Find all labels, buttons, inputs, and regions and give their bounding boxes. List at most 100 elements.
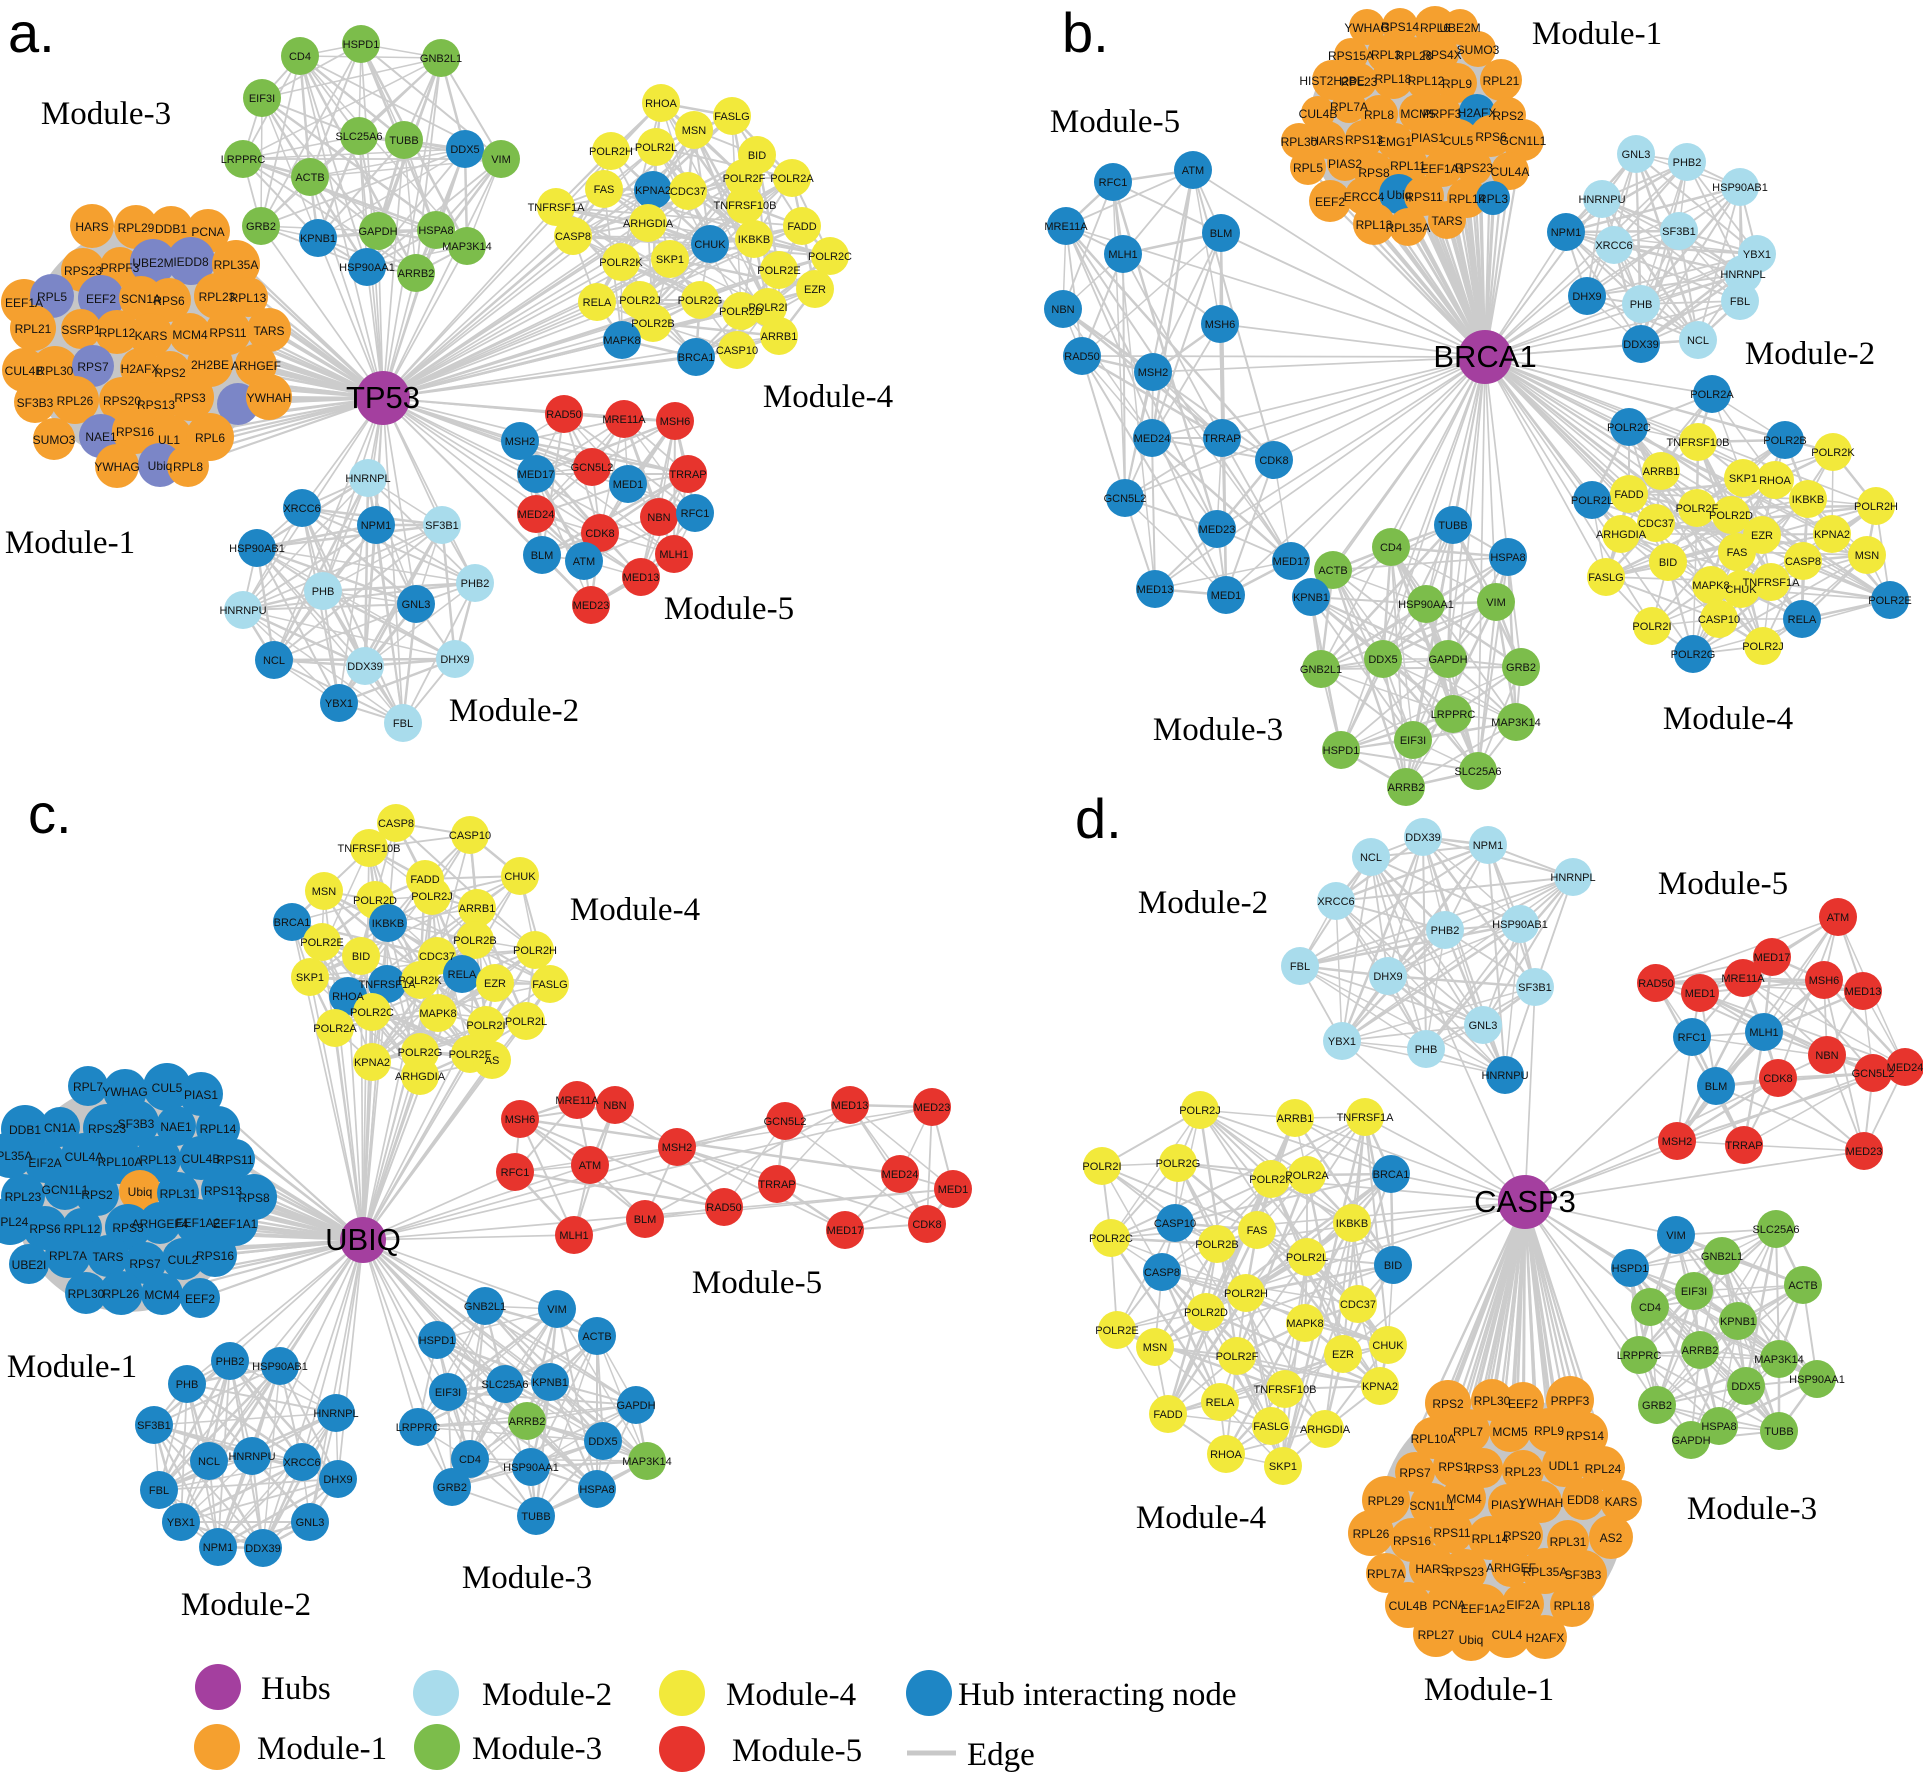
- svg-text:RPS2: RPS2: [1492, 109, 1524, 123]
- svg-text:EEF1A1: EEF1A1: [1421, 162, 1466, 176]
- svg-text:RPS16: RPS16: [196, 1249, 234, 1263]
- svg-text:RPL3: RPL3: [1371, 48, 1401, 62]
- svg-text:NCL: NCL: [1360, 852, 1382, 864]
- svg-text:TNFRSF1A: TNFRSF1A: [528, 202, 586, 214]
- svg-text:SCN1L1: SCN1L1: [1409, 1499, 1455, 1513]
- svg-text:MCM4: MCM4: [144, 1288, 180, 1302]
- svg-text:MAPK8: MAPK8: [1692, 580, 1729, 592]
- svg-text:CUL4B: CUL4B: [1299, 107, 1338, 121]
- svg-text:ACTB: ACTB: [1318, 565, 1347, 577]
- svg-text:MED17: MED17: [1754, 952, 1791, 964]
- svg-text:TUBB: TUBB: [521, 1511, 550, 1523]
- svg-text:RPL27: RPL27: [1418, 1628, 1455, 1642]
- svg-text:ARRB1: ARRB1: [761, 331, 798, 343]
- svg-text:CDK8: CDK8: [1259, 455, 1288, 467]
- svg-text:HSP90AB1: HSP90AB1: [252, 1361, 308, 1373]
- svg-text:PIAS1: PIAS1: [1491, 1498, 1525, 1512]
- svg-text:HSPA8: HSPA8: [1701, 1421, 1736, 1433]
- svg-text:RPL7A: RPL7A: [1330, 100, 1368, 114]
- svg-text:ARHGDIA: ARHGDIA: [395, 1071, 446, 1083]
- svg-text:HNRNPL: HNRNPL: [1720, 269, 1765, 281]
- svg-text:RPL35A: RPL35A: [0, 1149, 32, 1163]
- svg-text:DDB1: DDB1: [155, 222, 187, 236]
- svg-text:EEF2: EEF2: [86, 292, 116, 306]
- svg-text:RPL14: RPL14: [1472, 1532, 1509, 1546]
- svg-text:CD4: CD4: [1639, 1302, 1661, 1314]
- svg-text:EEF1A2: EEF1A2: [176, 1216, 221, 1230]
- svg-text:MED24: MED24: [882, 1169, 919, 1181]
- svg-text:HSPA8: HSPA8: [1490, 552, 1525, 564]
- svg-text:VIM: VIM: [1486, 597, 1506, 609]
- svg-text:SLC25A6: SLC25A6: [335, 131, 382, 143]
- svg-text:EZR: EZR: [1332, 1349, 1354, 1361]
- svg-text:CASP8: CASP8: [1785, 556, 1821, 568]
- svg-text:PCNA: PCNA: [1432, 1598, 1465, 1612]
- svg-text:GRB2: GRB2: [1642, 1400, 1672, 1412]
- svg-text:MLH1: MLH1: [559, 1230, 588, 1242]
- svg-text:RPS16: RPS16: [116, 425, 154, 439]
- svg-text:CHUK: CHUK: [1372, 1340, 1404, 1352]
- svg-text:Module-5: Module-5: [664, 591, 794, 627]
- svg-text:FAS: FAS: [1247, 1225, 1268, 1237]
- svg-text:BLM: BLM: [1210, 228, 1233, 240]
- svg-text:EZR: EZR: [804, 284, 826, 296]
- svg-text:RPL29: RPL29: [118, 221, 155, 235]
- svg-text:RAD50: RAD50: [1638, 978, 1673, 990]
- svg-text:EZR: EZR: [484, 978, 506, 990]
- svg-text:NPM1: NPM1: [361, 520, 392, 532]
- svg-text:FASLG: FASLG: [1588, 572, 1623, 584]
- svg-text:Module-3: Module-3: [1153, 712, 1283, 748]
- svg-text:PHB2: PHB2: [1431, 925, 1460, 937]
- svg-text:IKBKB: IKBKB: [738, 234, 770, 246]
- svg-text:RPS3: RPS3: [174, 391, 206, 405]
- svg-text:EZR: EZR: [1751, 530, 1773, 542]
- svg-text:RPL30: RPL30: [37, 364, 74, 378]
- svg-text:Module-5: Module-5: [1658, 866, 1788, 902]
- svg-text:IKBKB: IKBKB: [1336, 1218, 1368, 1230]
- svg-text:IKBKB: IKBKB: [1792, 494, 1824, 506]
- svg-text:BRCA1: BRCA1: [274, 917, 311, 929]
- svg-text:HNRNPL: HNRNPL: [1550, 872, 1595, 884]
- svg-text:RPS11: RPS11: [1433, 1526, 1470, 1540]
- svg-text:BRCA1: BRCA1: [1433, 339, 1536, 374]
- svg-text:RPL24: RPL24: [0, 1215, 29, 1229]
- svg-text:GRB2: GRB2: [437, 1482, 467, 1494]
- svg-text:POLR2G: POLR2G: [398, 1047, 443, 1059]
- svg-text:Module-5: Module-5: [1050, 104, 1180, 140]
- svg-text:BLM: BLM: [1705, 1081, 1728, 1093]
- svg-text:SF3B1: SF3B1: [1518, 982, 1552, 994]
- svg-text:EEF1A: EEF1A: [5, 296, 43, 310]
- svg-text:RPS2: RPS2: [154, 366, 186, 380]
- svg-text:MED17: MED17: [518, 469, 555, 481]
- svg-text:SUMO3: SUMO3: [1457, 43, 1500, 57]
- svg-text:RELA: RELA: [448, 969, 477, 981]
- svg-text:DDB1: DDB1: [9, 1123, 41, 1137]
- svg-text:RPL10A: RPL10A: [98, 1155, 143, 1169]
- svg-text:RPL23: RPL23: [199, 290, 236, 304]
- svg-text:POLR2L: POLR2L: [1286, 1252, 1328, 1264]
- svg-text:GNB2L1: GNB2L1: [420, 53, 462, 65]
- svg-text:TRRAP: TRRAP: [669, 469, 706, 481]
- svg-text:ACTB: ACTB: [582, 1331, 611, 1343]
- svg-text:GCN1L1: GCN1L1: [42, 1183, 89, 1197]
- svg-text:HSPA8: HSPA8: [418, 225, 453, 237]
- svg-text:HIST2H2BE: HIST2H2BE: [1299, 74, 1364, 88]
- svg-text:b.: b.: [1062, 1, 1109, 64]
- svg-text:DHX9: DHX9: [1373, 971, 1402, 983]
- svg-text:CUL4B: CUL4B: [5, 364, 44, 378]
- svg-text:RPL35A: RPL35A: [214, 258, 259, 272]
- svg-text:NPM1: NPM1: [1473, 840, 1504, 852]
- svg-text:CDK8: CDK8: [912, 1219, 941, 1231]
- svg-text:POLR2J: POLR2J: [619, 295, 661, 307]
- svg-text:GNL3: GNL3: [402, 599, 431, 611]
- svg-text:CASP10: CASP10: [1698, 614, 1740, 626]
- svg-text:MSH6: MSH6: [505, 1114, 536, 1126]
- svg-text:MSN: MSN: [1855, 550, 1880, 562]
- svg-text:POLR2J: POLR2J: [1179, 1105, 1221, 1117]
- svg-text:MLH1: MLH1: [1108, 249, 1137, 261]
- svg-text:RHOA: RHOA: [1210, 1449, 1242, 1461]
- svg-text:ARRB2: ARRB2: [398, 268, 435, 280]
- svg-text:FBL: FBL: [393, 718, 413, 730]
- svg-text:RHOA: RHOA: [1759, 475, 1791, 487]
- svg-text:RAD50: RAD50: [546, 409, 581, 421]
